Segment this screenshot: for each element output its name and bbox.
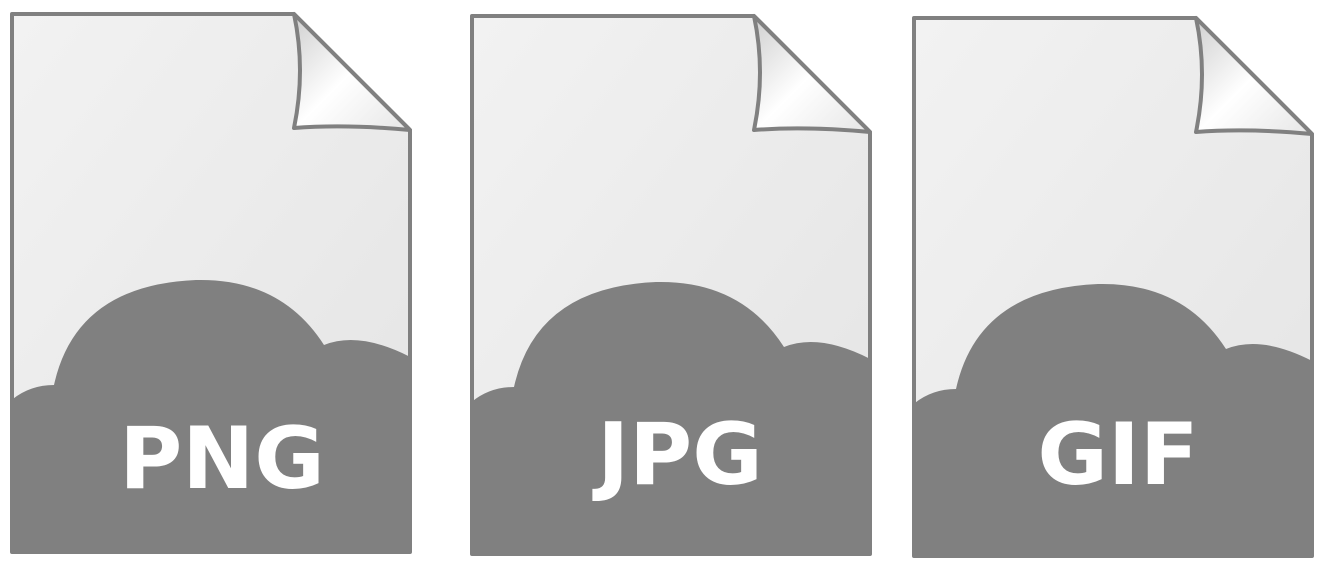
png-file-icon[interactable]: PNG — [6, 0, 426, 566]
cloud-shape — [12, 279, 410, 552]
file-type-label: JPG — [592, 405, 763, 505]
cloud-shape — [914, 283, 1312, 556]
file-type-label: GIF — [1037, 405, 1198, 505]
cloud-shape — [472, 281, 870, 554]
page-curl — [752, 14, 872, 134]
gif-document-graphic: GIF — [912, 16, 1314, 558]
png-document-graphic: PNG — [10, 12, 412, 554]
jpg-file-icon[interactable]: JPG — [466, 0, 886, 566]
gif-file-icon[interactable]: GIF — [908, 0, 1324, 566]
jpg-document-graphic: JPG — [470, 14, 872, 556]
page-curl — [1194, 16, 1314, 136]
page-curl — [292, 12, 412, 132]
file-type-label: PNG — [119, 409, 325, 509]
